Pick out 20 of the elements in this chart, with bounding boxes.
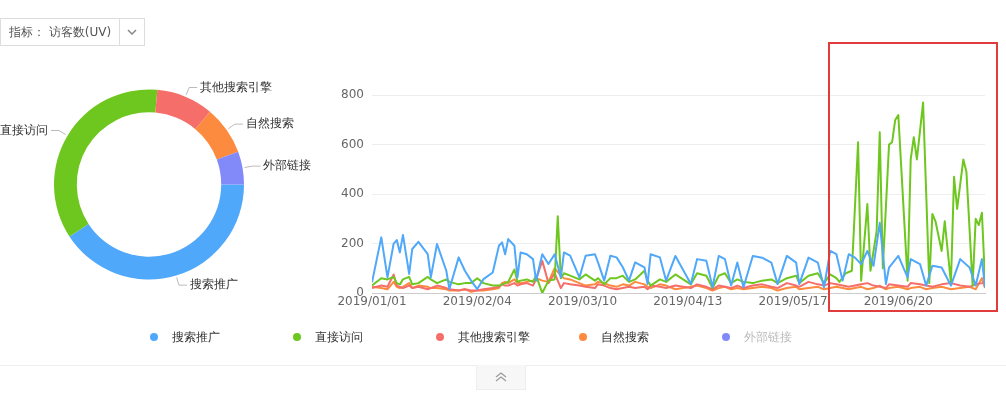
legend-label: 直接访问 bbox=[315, 328, 363, 346]
legend-label: 其他搜索引擎 bbox=[458, 328, 530, 346]
y-tick-label: 200 bbox=[341, 235, 364, 250]
x-tick-label: 2019/06/20 bbox=[863, 294, 933, 309]
slice-label: 自然搜索 bbox=[245, 116, 294, 131]
legend-label: 外部链接 bbox=[744, 328, 792, 346]
legend-label: 搜索推广 bbox=[172, 328, 220, 346]
x-tick-label: 2019/04/13 bbox=[653, 294, 723, 309]
y-tick-label: 800 bbox=[341, 87, 364, 102]
y-tick-label: 400 bbox=[341, 186, 364, 201]
y-tick-label: 600 bbox=[341, 136, 364, 151]
slice-label: 外部链接 bbox=[263, 158, 312, 173]
slice-label: 其他搜索引擎 bbox=[200, 79, 273, 94]
x-tick-label: 2019/02/04 bbox=[442, 294, 512, 309]
x-tick-label: 2019/03/10 bbox=[547, 294, 618, 309]
slice-label: 直接访问 bbox=[0, 122, 48, 137]
x-tick-label: 2019/05/17 bbox=[758, 294, 828, 309]
legend-label: 自然搜索 bbox=[601, 328, 649, 346]
chart-title: 指标： 访客数(UV) bbox=[8, 23, 113, 41]
slice-label: 搜索推广 bbox=[189, 277, 238, 292]
